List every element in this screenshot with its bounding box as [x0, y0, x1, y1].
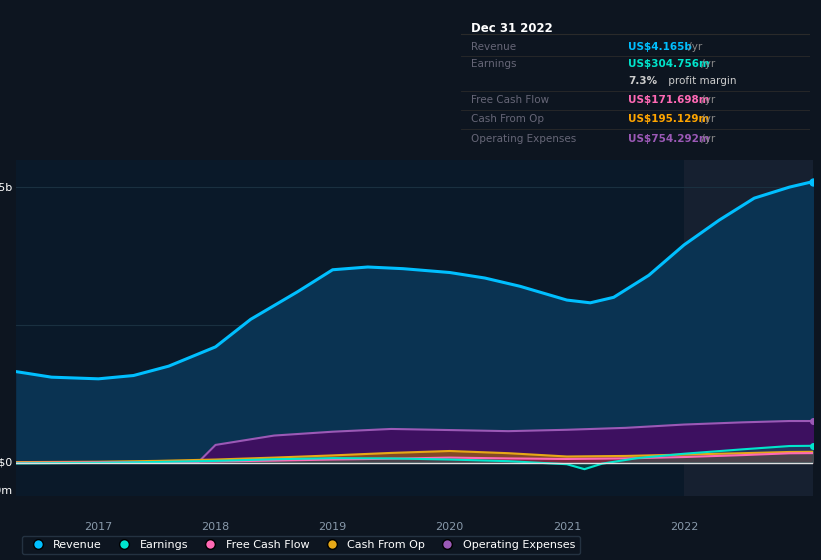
Text: /yr: /yr — [698, 95, 715, 105]
Text: Earnings: Earnings — [471, 59, 516, 69]
Text: 2020: 2020 — [436, 522, 464, 533]
Text: US$304.756m: US$304.756m — [628, 59, 710, 69]
Text: Dec 31 2022: Dec 31 2022 — [471, 22, 553, 35]
Text: US$171.698m: US$171.698m — [628, 95, 710, 105]
Text: US$4.165b: US$4.165b — [628, 41, 692, 52]
Text: 2022: 2022 — [670, 522, 698, 533]
Text: -US$500m: -US$500m — [0, 485, 12, 495]
Text: 7.3%: 7.3% — [628, 76, 658, 86]
Bar — [684, 160, 813, 496]
Text: /yr: /yr — [685, 41, 703, 52]
Text: Revenue: Revenue — [471, 41, 516, 52]
Text: Free Cash Flow: Free Cash Flow — [471, 95, 549, 105]
Text: 2017: 2017 — [85, 522, 112, 533]
Text: 2021: 2021 — [553, 522, 581, 533]
Text: /yr: /yr — [698, 134, 715, 144]
Text: US$754.292m: US$754.292m — [628, 134, 710, 144]
Legend: Revenue, Earnings, Free Cash Flow, Cash From Op, Operating Expenses: Revenue, Earnings, Free Cash Flow, Cash … — [22, 535, 580, 554]
Text: US$195.129m: US$195.129m — [628, 114, 710, 124]
Text: Operating Expenses: Operating Expenses — [471, 134, 576, 144]
Text: US$5b: US$5b — [0, 182, 12, 192]
Text: /yr: /yr — [698, 114, 715, 124]
Text: 2018: 2018 — [201, 522, 230, 533]
Text: US$0: US$0 — [0, 458, 12, 468]
Text: Cash From Op: Cash From Op — [471, 114, 544, 124]
Text: /yr: /yr — [698, 59, 715, 69]
Text: profit margin: profit margin — [665, 76, 736, 86]
Text: 2019: 2019 — [319, 522, 346, 533]
